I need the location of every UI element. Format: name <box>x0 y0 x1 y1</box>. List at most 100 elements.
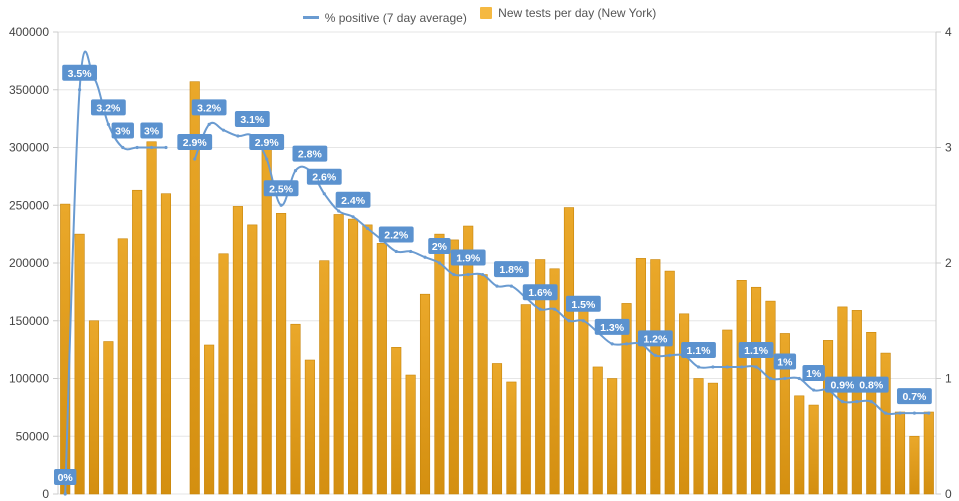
y-axis-right: 0 1 2 3 4 <box>935 25 952 501</box>
data-label-text: 0% <box>58 472 74 484</box>
bar <box>60 203 71 495</box>
line-point <box>207 122 211 126</box>
bar <box>88 320 100 495</box>
data-label: 1.1% <box>738 341 774 358</box>
bar <box>693 378 704 495</box>
bar <box>362 224 373 495</box>
legend-item-positive-rate[interactable]: % positive (7 day average) <box>302 10 467 25</box>
data-label-text: 0.7% <box>902 391 927 403</box>
bar <box>621 303 632 495</box>
bar <box>419 293 431 495</box>
bar <box>146 141 157 495</box>
data-label-text: 3% <box>115 126 131 138</box>
data-label-box <box>493 261 529 278</box>
line-point <box>768 376 773 381</box>
data-label-box <box>54 469 77 485</box>
data-label-box <box>802 365 825 382</box>
line-point <box>351 215 355 219</box>
line-point <box>610 342 614 346</box>
bar-series-new-tests <box>60 81 934 495</box>
bar <box>74 233 85 495</box>
data-label: 2.2% <box>378 226 414 243</box>
line-point <box>783 376 787 381</box>
bar <box>894 411 906 495</box>
data-label-text: 1.9% <box>456 253 481 265</box>
data-label: 2.9% <box>249 134 285 151</box>
data-label: 0.8% <box>853 376 889 393</box>
bar <box>520 304 531 495</box>
data-label-text: 1.5% <box>571 299 596 311</box>
bar <box>218 253 229 495</box>
data-label: 3.5% <box>62 64 97 81</box>
y-left-tick-label: 100000 <box>9 372 49 386</box>
data-label: 1% <box>802 365 825 382</box>
line-point <box>912 411 917 415</box>
data-label-box <box>773 353 797 370</box>
line-point <box>466 272 470 277</box>
line-data-labels: 0% 3.5% 3.2% 3% 3% 2.9% 3.2% 3.1% 2.9% 2.5% 2.8% 2.… <box>54 64 932 485</box>
line-point <box>279 203 283 207</box>
line-point <box>812 388 816 392</box>
bar <box>463 225 474 495</box>
bar <box>247 224 258 495</box>
line-point <box>855 400 859 404</box>
y-right-tick-label: 3 <box>945 141 952 155</box>
line-point <box>740 365 744 369</box>
data-label-box <box>428 238 451 254</box>
bar <box>434 233 445 495</box>
data-label-text: 1.8% <box>499 264 524 276</box>
data-label-box <box>738 341 774 358</box>
data-label-text: 3.1% <box>240 114 265 126</box>
line-point <box>423 255 427 259</box>
bar <box>808 404 819 495</box>
bar <box>491 363 503 495</box>
line-point <box>653 353 657 357</box>
bar <box>333 214 344 495</box>
data-label-box <box>140 122 163 139</box>
bar <box>751 286 762 495</box>
data-label-text: 2.8% <box>298 149 323 161</box>
data-label-box <box>681 341 716 358</box>
line-point <box>265 157 269 161</box>
line-point <box>193 157 197 161</box>
bar <box>679 313 690 495</box>
bar <box>232 206 243 495</box>
data-label: 0.7% <box>897 388 932 405</box>
legend-line-label: % positive (7 day average) <box>324 10 467 25</box>
bar <box>204 344 215 495</box>
bar <box>448 239 459 495</box>
line-point <box>481 272 485 277</box>
data-label-text: 2.2% <box>384 229 409 241</box>
bar <box>650 259 661 495</box>
data-label-text: 3% <box>144 126 160 138</box>
y-right-tick-label: 2 <box>945 256 952 270</box>
data-label: 2.5% <box>263 180 299 197</box>
bar <box>261 147 272 495</box>
bar <box>822 340 834 495</box>
bar <box>376 243 387 495</box>
data-label-box <box>62 64 97 81</box>
y-axis-left: 0 50000 100000 150000 200000 250000 300000 3500… <box>9 25 59 501</box>
data-label-box <box>335 191 371 208</box>
data-label: 3.2% <box>191 99 227 116</box>
line-point <box>797 376 801 381</box>
bar <box>635 258 646 495</box>
data-label: 1.5% <box>565 295 601 312</box>
bar <box>391 347 402 495</box>
line-point <box>437 261 442 265</box>
data-label: 2.9% <box>177 134 213 151</box>
bar <box>909 435 920 495</box>
data-label-box <box>825 376 860 393</box>
data-label-text: 3.2% <box>197 102 222 114</box>
bar <box>276 213 287 495</box>
bar <box>592 366 603 495</box>
legend-item-new-tests[interactable]: New tests per day (New York) <box>480 6 656 20</box>
bar <box>563 207 575 495</box>
data-label-box <box>594 318 630 335</box>
line-point <box>121 145 125 150</box>
data-label-text: 2.6% <box>312 172 337 184</box>
bar <box>736 280 747 495</box>
bar <box>348 218 359 495</box>
data-label: 1.9% <box>450 249 486 266</box>
